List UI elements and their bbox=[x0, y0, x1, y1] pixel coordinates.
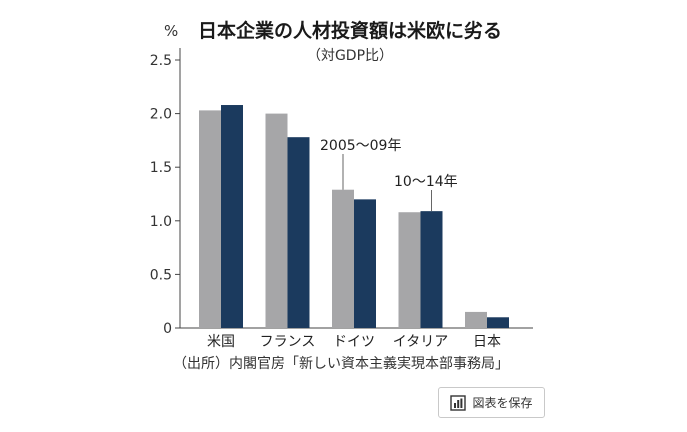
y-tick-label: 0.5 bbox=[150, 267, 172, 283]
y-tick-label: 1.0 bbox=[150, 214, 172, 230]
y-tick-label: 2.0 bbox=[150, 107, 172, 123]
bar-2005-09-4 bbox=[465, 311, 487, 328]
bar-chart-icon bbox=[450, 394, 467, 411]
bar-2005-09-0 bbox=[199, 110, 221, 328]
x-tick-label: 米国 bbox=[207, 334, 235, 350]
annotations: 2005〜09年 10〜14年 bbox=[320, 138, 458, 212]
bar-2005-09-1 bbox=[265, 113, 288, 328]
bar-2005-09-3 bbox=[398, 212, 421, 328]
x-tick-label: フランス bbox=[260, 334, 316, 350]
bar-10-14-3 bbox=[420, 211, 443, 328]
bar-10-14-2 bbox=[354, 199, 376, 328]
chart-title: 日本企業の人材投資額は米欧に劣る bbox=[198, 19, 502, 42]
source-note: （出所）内閣官房「新しい資本主義実現本部事務局」 bbox=[173, 355, 509, 372]
annotation-2005-09: 2005〜09年 bbox=[320, 138, 401, 154]
x-tick-label: イタリア bbox=[393, 334, 448, 350]
x-tick-label: ドイツ bbox=[333, 334, 375, 350]
bar-10-14-1 bbox=[287, 137, 310, 328]
bars bbox=[199, 105, 509, 328]
y-axis-unit-label: % bbox=[164, 22, 178, 40]
y-tick-label: 2.5 bbox=[150, 53, 172, 69]
x-tick-label: 日本 bbox=[473, 334, 501, 350]
bar-2005-09-2 bbox=[332, 189, 354, 328]
annotation-10-14: 10〜14年 bbox=[394, 174, 458, 190]
y-tick-label: 0 bbox=[163, 321, 172, 337]
x-axis-labels: 米国 フランス ドイツ イタリア 日本 bbox=[207, 334, 501, 350]
bar-10-14-0 bbox=[221, 105, 243, 328]
y-tick-label: 1.5 bbox=[150, 160, 172, 176]
bar-10-14-4 bbox=[487, 317, 509, 328]
save-chart-button[interactable]: 図表を保存 bbox=[438, 387, 545, 418]
chart-subtitle: （対GDP比） bbox=[307, 48, 393, 64]
save-chart-label: 図表を保存 bbox=[472, 396, 533, 410]
y-axis-ticks: 0 0.5 1.0 1.5 2.0 2.5 bbox=[150, 53, 180, 337]
